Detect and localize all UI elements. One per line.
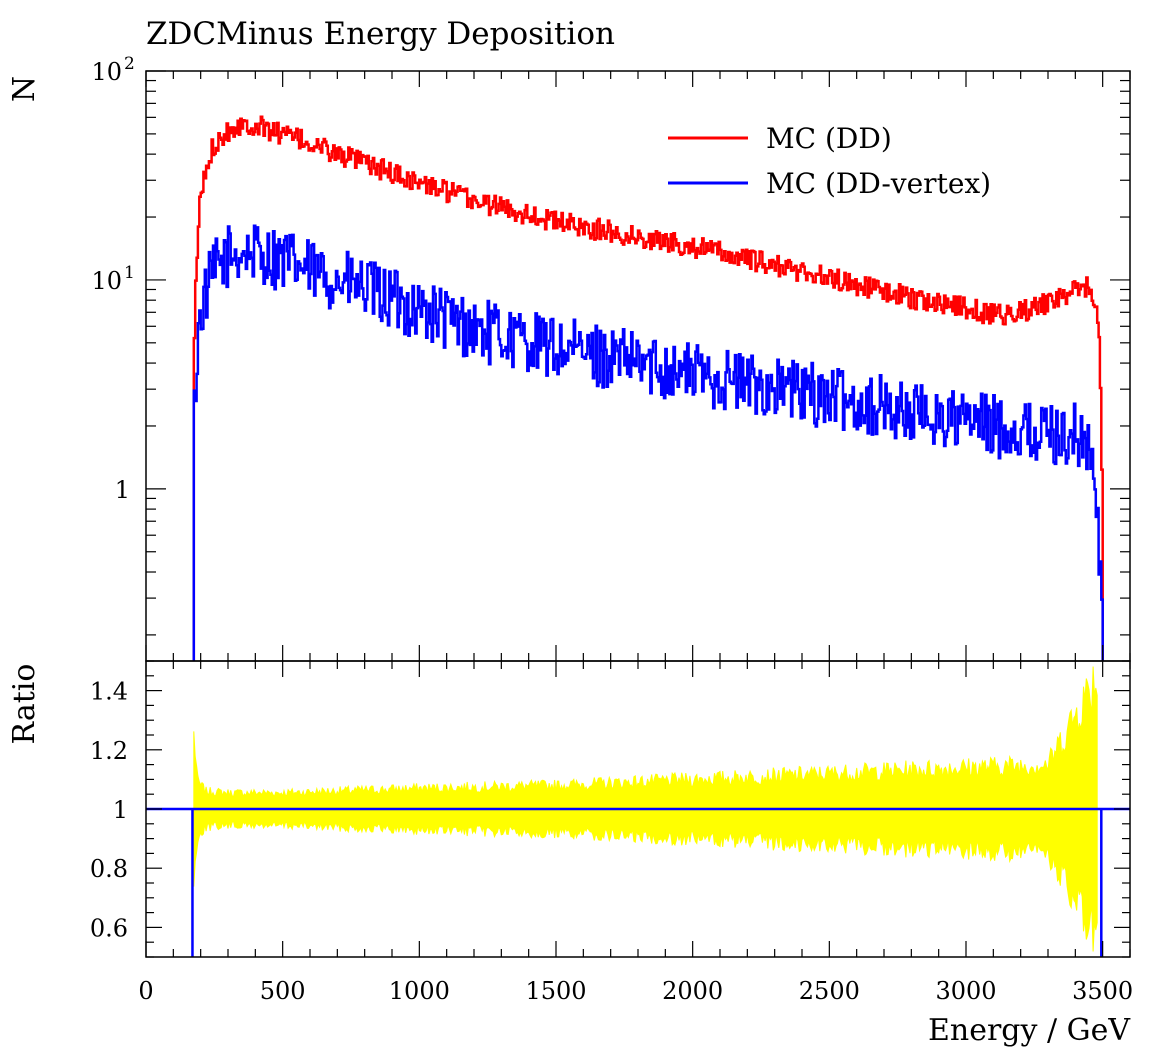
ratio-panel (146, 666, 1130, 957)
ratio-y-tick-label: 0.6 (90, 914, 128, 942)
x-tick-label: 0 (138, 977, 153, 1005)
labels: ZDCMinus Energy Deposition N Ratio Energ… (7, 16, 1131, 1048)
main-plot-frame (145, 70, 1131, 662)
ratio-y-tick-label: 1 (113, 796, 128, 824)
ratio-y-tick-label: 1.4 (90, 678, 128, 706)
histogram-mc-dd-vertex (192, 224, 1104, 661)
histogram-mc-dd (192, 115, 1104, 661)
x-tick-label: 2000 (662, 977, 723, 1005)
ratio-y-tick-label: 0.8 (90, 855, 128, 883)
y-axis-label-ratio: Ratio (7, 664, 42, 745)
y-axis-label-main: N (7, 76, 42, 102)
main-panel (192, 115, 1104, 661)
x-tick-label: 2500 (799, 977, 860, 1005)
y-tick-label: 10 (91, 58, 122, 86)
y-tick-exponent: 1 (124, 263, 135, 283)
chart-title: ZDCMinus Energy Deposition (146, 16, 615, 52)
legend-label-mc-dd: MC (DD) (766, 122, 892, 155)
legend-label-mc-dd-vertex: MC (DD-vertex) (766, 167, 991, 200)
x-tick-label: 3000 (935, 977, 996, 1005)
x-tick-label: 500 (260, 977, 306, 1005)
x-axis-label: Energy / GeV (928, 1013, 1131, 1048)
x-tick-label: 3500 (1072, 977, 1133, 1005)
y-tick-label: 1 (115, 476, 130, 504)
legend: MC (DD) MC (DD-vertex) (668, 122, 991, 200)
y-tick-label: 10 (91, 267, 122, 295)
x-tick-label: 1500 (525, 977, 586, 1005)
y-tick-exponent: 2 (124, 54, 135, 74)
x-tick-label: 1000 (389, 977, 450, 1005)
ratio-y-tick-label: 1.2 (90, 737, 128, 765)
